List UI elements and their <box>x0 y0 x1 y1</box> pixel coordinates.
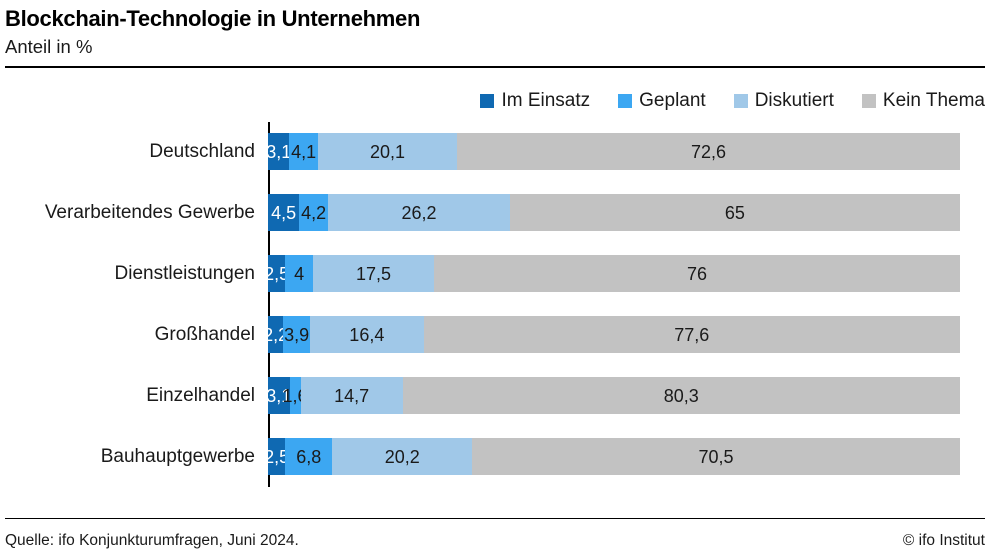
bar-segment: 70,5 <box>472 438 960 475</box>
bar-track: 2,5 6,8 20,2 70,5 <box>264 438 960 475</box>
value-label: 2,5 <box>264 263 290 284</box>
footer-divider <box>5 518 985 519</box>
value-label: 3,1 <box>266 141 292 162</box>
bar-segment: 2,5 <box>264 438 289 475</box>
bar-segment: 76 <box>434 255 960 292</box>
chart-row: Bauhauptgewerbe 2,5 6,8 20,2 70,5 <box>5 426 960 487</box>
category-label: Einzelhandel <box>146 384 255 406</box>
legend-swatch-icon <box>618 94 633 108</box>
bar-segment: 65 <box>509 194 960 231</box>
bar-track: 3,1 4,1 20,1 72,6 <box>266 133 960 170</box>
value-label: 3,1 <box>266 385 292 406</box>
value-label: 17,5 <box>355 263 392 284</box>
value-label: 72,6 <box>690 141 727 162</box>
value-label: 20,2 <box>384 446 420 467</box>
legend-item: Kein Thema <box>861 90 985 112</box>
value-label: 16,4 <box>349 324 385 345</box>
bar-segment: 2,5 <box>264 255 289 292</box>
bar-segment: 6,8 <box>285 438 333 475</box>
legend-item: Diskutiert <box>733 90 834 112</box>
legend-item: Im Einsatz <box>480 90 590 112</box>
value-label: 65 <box>724 202 745 223</box>
bar-segment: 3,9 <box>283 316 311 353</box>
legend-label: Geplant <box>639 90 706 111</box>
chart-row: Dienstleistungen 2,5 4 17,5 76 <box>5 243 960 304</box>
bar-segment: 2,2 <box>263 316 288 353</box>
value-label: 2,5 <box>264 446 290 467</box>
bar-track: 2,2 3,9 16,4 77,6 <box>263 316 960 353</box>
bar-segment: 4,5 <box>268 194 300 231</box>
bar-segment: 4,2 <box>299 194 329 231</box>
value-label: 6,8 <box>296 446 322 467</box>
legend-swatch-icon <box>861 94 876 108</box>
bar-segment: 4,1 <box>289 133 318 170</box>
legend-label: Kein Thema <box>882 90 985 111</box>
bar-segment: 20,1 <box>317 133 458 170</box>
chart-area: Deutschland 3,1 4,1 20,1 72,6 Verarbeitendes … <box>5 121 960 487</box>
value-label: 4,2 <box>301 202 327 223</box>
chart-row: Verarbeitendes Gewerbe 4,5 4,2 26,2 65 <box>5 182 960 243</box>
copyright-note: © ifo Institut <box>902 532 985 549</box>
value-label: 14,7 <box>334 385 370 406</box>
bar-track: 3,1 1,6 14,7 80,3 <box>266 377 960 414</box>
value-label: 2,2 <box>263 324 289 345</box>
legend-label: Diskutiert <box>754 90 834 111</box>
bar-track: 4,5 4,2 26,2 65 <box>268 194 960 231</box>
value-label: 80,3 <box>663 385 699 406</box>
bar-segment: 80,3 <box>402 377 960 414</box>
bar-segment: 3,1 <box>266 377 292 414</box>
header-divider <box>5 66 985 68</box>
bar-segment: 17,5 <box>312 255 435 292</box>
category-label: Dienstleistungen <box>114 262 255 284</box>
category-label: Bauhauptgewerbe <box>100 445 255 467</box>
source-note: Quelle: ifo Konjunkturumfragen, Juni 202… <box>5 532 299 549</box>
value-label: 70,5 <box>698 446 734 467</box>
category-label: Deutschland <box>149 140 255 162</box>
category-label: Großhandel <box>154 323 255 345</box>
chart-row: Einzelhandel 3,1 1,6 14,7 80,3 <box>5 365 960 426</box>
chart-subtitle: Anteil in % <box>5 36 93 57</box>
bar-segment: 4 <box>285 255 313 292</box>
legend-label: Im Einsatz <box>501 90 591 111</box>
bar-segment: 1,6 <box>283 377 308 414</box>
bar-segment: 16,4 <box>310 316 424 353</box>
value-label: 4,5 <box>271 202 297 223</box>
bar-segment: 26,2 <box>328 194 510 231</box>
value-label: 4 <box>294 263 305 284</box>
legend-swatch-icon <box>480 94 495 108</box>
chart-rows: Deutschland 3,1 4,1 20,1 72,6 Verarbeitendes … <box>5 121 960 487</box>
legend-swatch-icon <box>733 94 748 108</box>
chart-row: Großhandel 2,2 3,9 16,4 77,6 <box>5 304 960 365</box>
bar-segment: 14,7 <box>300 377 403 414</box>
value-label: 77,6 <box>674 324 710 345</box>
bar-track: 2,5 4 17,5 76 <box>264 255 960 292</box>
chart-row: Deutschland 3,1 4,1 20,1 72,6 <box>5 121 960 182</box>
chart-legend: Im Einsatz Geplant Diskutiert Kein Thema <box>5 90 985 112</box>
value-label: 4,1 <box>291 141 317 162</box>
bar-segment: 77,6 <box>423 316 960 353</box>
value-label: 3,9 <box>284 324 310 345</box>
y-axis-line <box>268 122 270 487</box>
value-label: 26,2 <box>401 202 437 223</box>
page-title: Blockchain-Technologie in Unternehmen <box>5 6 421 31</box>
value-label: 20,1 <box>369 141 405 162</box>
bar-segment: 72,6 <box>457 133 960 170</box>
legend-item: Geplant <box>618 90 706 112</box>
value-label: 76 <box>687 263 708 284</box>
bar-segment: 3,1 <box>266 133 292 170</box>
category-label: Verarbeitendes Gewerbe <box>44 201 255 223</box>
bar-segment: 20,2 <box>332 438 473 475</box>
footer: Quelle: ifo Konjunkturumfragen, Juni 202… <box>5 532 985 550</box>
